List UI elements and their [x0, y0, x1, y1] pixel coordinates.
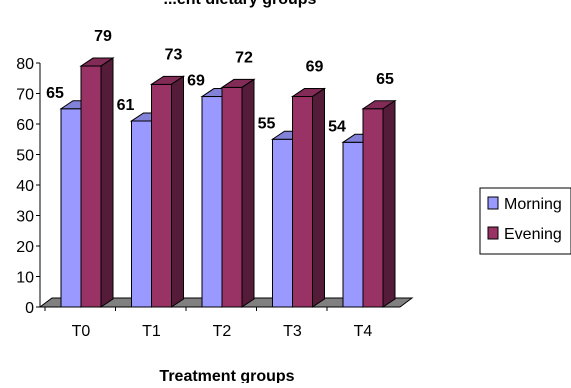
x-axis: T0 T1 T2 T3 T4	[40, 306, 400, 340]
bar-evening-t1	[149, 75, 186, 308]
bar-evening-t0	[79, 57, 115, 308]
y-axis: 0 10 20 30 40 50 60 70 80	[16, 56, 41, 317]
chart-title: ...ent dietary groups	[164, 0, 317, 8]
bar-evening-t3	[290, 87, 327, 308]
y-tick-label: 10	[16, 270, 34, 287]
data-label-evening-t3: 69	[306, 59, 324, 76]
x-tick-label: T0	[72, 323, 91, 340]
y-tick-label: 70	[16, 87, 34, 104]
legend-swatch-morning	[487, 196, 499, 210]
data-label-morning-t1: 61	[117, 97, 135, 114]
y-tick-label: 80	[16, 56, 34, 73]
bar-evening-t2	[220, 78, 256, 308]
y-tick-label: 0	[25, 300, 34, 317]
y-tick-label: 40	[16, 178, 34, 195]
x-tick-label: T4	[354, 323, 373, 340]
y-tick-label: 60	[16, 117, 34, 134]
data-label-morning-t3: 55	[258, 115, 276, 132]
bars	[59, 57, 397, 308]
legend: Morning Evening	[479, 187, 571, 255]
legend-label-evening: Evening	[504, 226, 562, 243]
data-label-evening-t4: 65	[376, 71, 394, 88]
legend-label-morning: Morning	[504, 196, 562, 213]
data-label-morning-t0: 65	[46, 85, 64, 102]
y-tick-label: 20	[16, 239, 34, 256]
data-label-evening-t0: 79	[94, 28, 112, 45]
data-label-evening-t1: 73	[165, 46, 183, 63]
y-tick-label: 30	[16, 209, 34, 226]
y-tick-label: 50	[16, 148, 34, 165]
data-label-evening-t2: 72	[235, 49, 253, 66]
x-tick-label: T2	[213, 323, 232, 340]
bar-evening-t4	[361, 99, 397, 308]
x-tick-label: T1	[142, 323, 161, 340]
legend-swatch-evening	[487, 226, 499, 240]
data-label-morning-t4: 54	[328, 118, 346, 135]
x-tick-label: T3	[283, 323, 302, 340]
data-label-morning-t2: 69	[187, 73, 205, 90]
x-axis-title: Treatment groups	[159, 368, 294, 383]
